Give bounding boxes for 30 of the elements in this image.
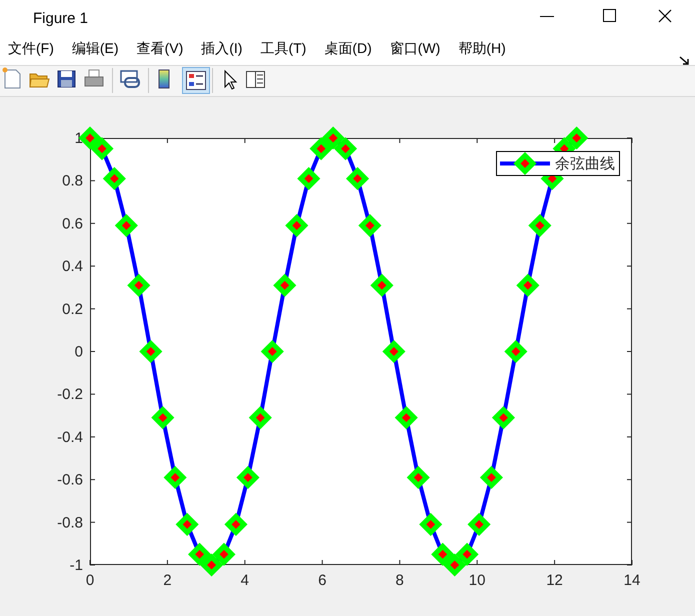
x-tick-label: 10: [468, 572, 486, 589]
x-tick-label: 6: [318, 572, 326, 589]
text: 文件(F): [8, 40, 54, 56]
legend-label: 余弦曲线: [555, 156, 615, 172]
y-tick-label: 0: [74, 344, 83, 360]
y-tick-label: 0.8: [62, 172, 83, 190]
y-tick-label: -0.2: [57, 386, 83, 404]
caption: Figure 1: [33, 10, 88, 27]
x-tick-label: 8: [396, 572, 404, 589]
text: 桌面(D): [324, 40, 372, 56]
x-tick-label: 2: [163, 572, 172, 589]
x-tick-label: 0: [86, 572, 94, 589]
x-tick-label: 4: [240, 572, 250, 589]
y-tick-label: -0.8: [57, 514, 83, 532]
y-tick-label: 0.2: [62, 300, 83, 318]
legend: 余弦曲线: [496, 151, 620, 176]
text: 窗口(W): [390, 40, 440, 56]
y-tick-label: 0.4: [62, 258, 83, 276]
x-tick-label: 12: [546, 572, 563, 589]
text: 编辑(E): [72, 40, 119, 56]
text: 帮助(H): [458, 40, 506, 56]
y-tick-label: -0.6: [57, 472, 83, 489]
text: 查看(V): [136, 40, 184, 56]
x-tick-label: 14: [624, 572, 640, 589]
text: 插入(I): [201, 40, 242, 56]
y-tick-label: -1: [70, 557, 83, 574]
text: 工具(T): [260, 40, 306, 56]
y-tick-label: -0.4: [57, 428, 83, 446]
y-tick-label: 1: [74, 130, 83, 147]
y-tick-label: 0.6: [62, 215, 83, 232]
